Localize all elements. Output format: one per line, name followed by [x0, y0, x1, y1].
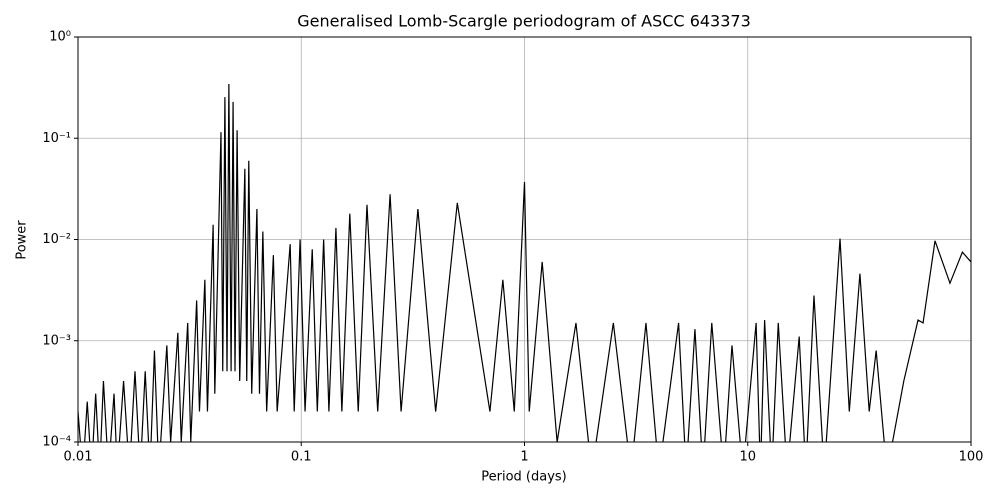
y-tick-label: 10⁻¹: [42, 131, 71, 146]
y-tick-label: 10⁻²: [42, 232, 71, 247]
x-tick-label: 1: [520, 450, 528, 465]
y-axis-label: Power: [15, 220, 30, 260]
series-line: [78, 84, 971, 442]
x-tick-label: 10: [739, 450, 756, 465]
x-tick-label: 0.01: [64, 450, 93, 465]
x-tick-label: 0.1: [291, 450, 312, 465]
x-axis-label: Period (days): [481, 470, 567, 485]
y-tick-label: 10⁰: [49, 30, 71, 45]
chart-title: Generalised Lomb-Scargle periodogram of …: [297, 12, 751, 31]
plot-frame: [77, 36, 972, 443]
y-tick-label: 10⁻³: [42, 333, 71, 348]
x-tick-label: 100: [959, 450, 984, 465]
y-tick-label: 10⁻⁴: [42, 435, 71, 450]
